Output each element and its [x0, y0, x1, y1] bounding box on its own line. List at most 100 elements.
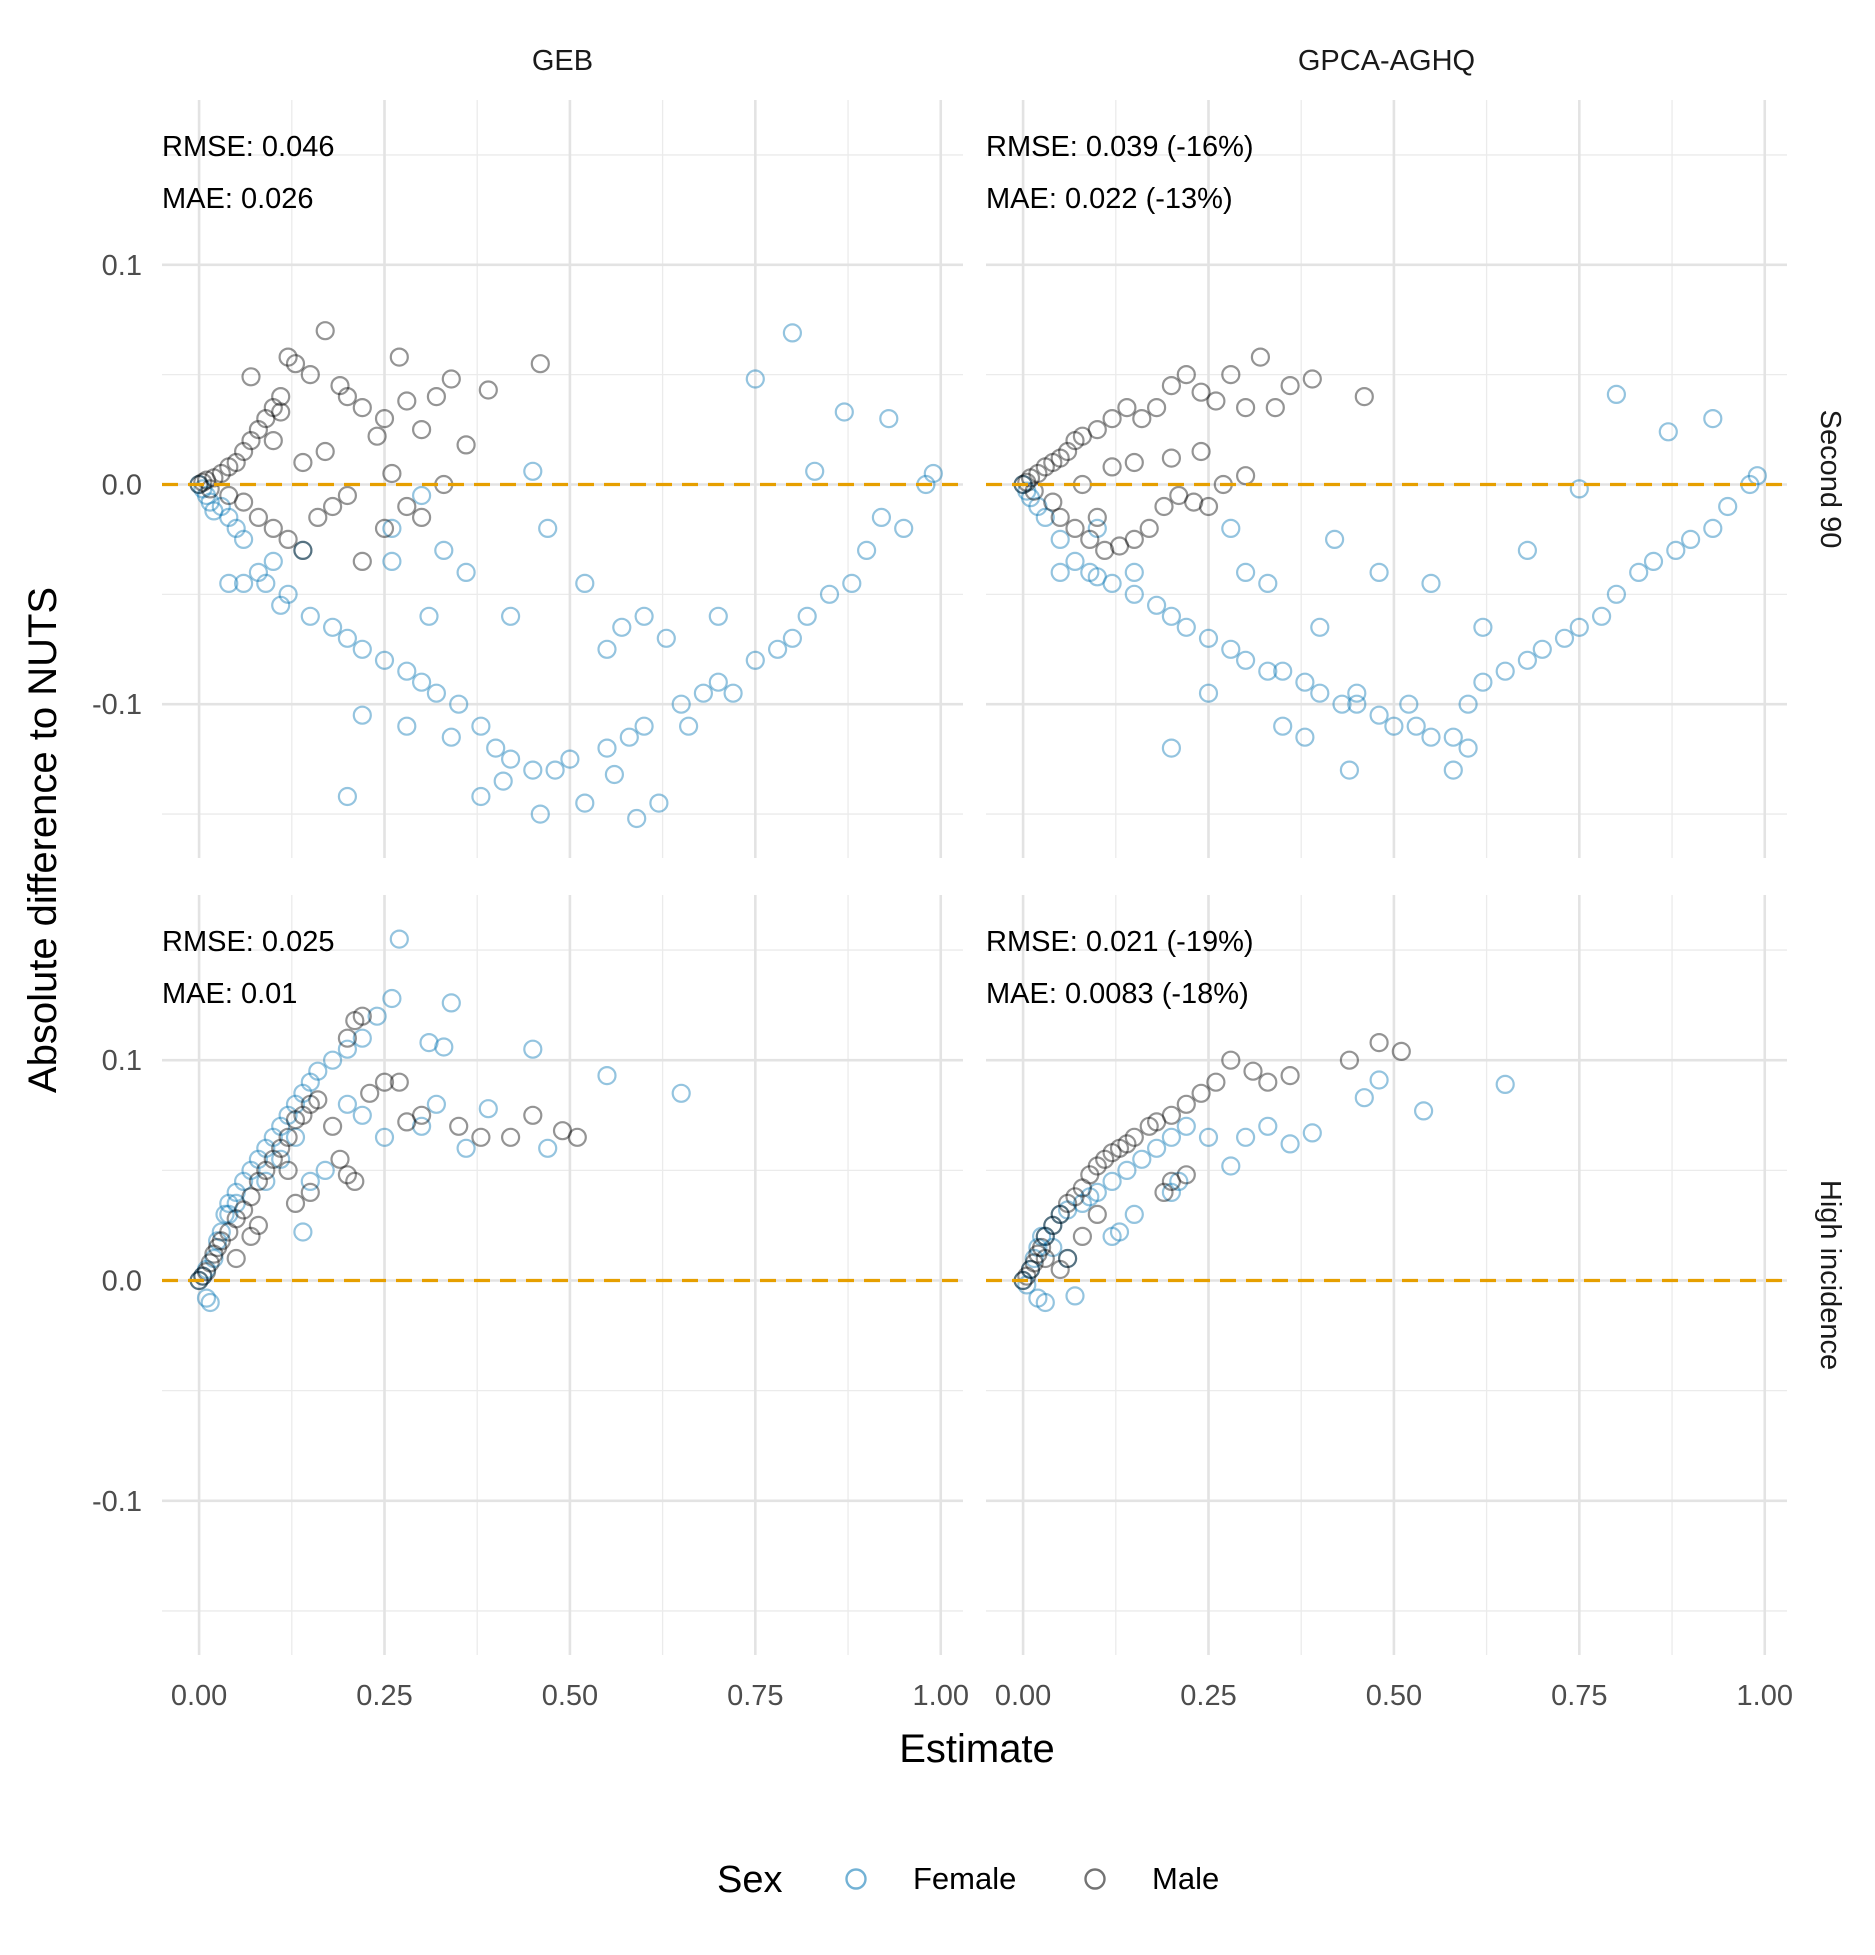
data-point-male [323, 1116, 343, 1136]
data-point-female [1020, 1259, 1041, 1280]
data-point-male [200, 1253, 220, 1273]
data-point-male [196, 470, 217, 490]
data-point-male [1139, 518, 1159, 539]
data-point-female [1421, 727, 1441, 747]
data-point-female [196, 1259, 217, 1280]
panel-geb-high-incidence: RMSE: 0.025 MAE: 0.01 [162, 895, 963, 1655]
data-point-female [300, 1072, 320, 1092]
data-point-male [256, 1160, 276, 1181]
panel-annotation: MAE: 0.022 (-13%) [986, 183, 1233, 215]
data-point-male [478, 380, 498, 400]
data-point-female [300, 606, 320, 626]
data-point-female [382, 518, 402, 539]
data-point-male [360, 1083, 380, 1103]
data-point-female [1161, 1127, 1182, 1147]
data-point-male [1087, 420, 1107, 440]
data-point-female [1102, 1226, 1122, 1247]
data-point-male [345, 1010, 365, 1031]
data-point-female [745, 369, 765, 389]
data-point-male [523, 1105, 543, 1125]
data-point-male [1132, 409, 1152, 429]
panel-annotation: RMSE: 0.025 [162, 926, 334, 958]
data-point-male [1065, 1187, 1085, 1207]
data-point-female [1310, 683, 1330, 703]
data-point-female [196, 1288, 217, 1308]
data-point-female [597, 738, 617, 758]
data-point-female [315, 1160, 335, 1181]
data-point-female [1146, 1138, 1167, 1158]
data-point-female [1050, 529, 1070, 550]
data-point-female [293, 1083, 313, 1103]
data-point-male [1102, 457, 1122, 477]
data-point-female [263, 1127, 283, 1147]
data-point-male [1057, 441, 1078, 462]
data-point-female [271, 595, 291, 615]
data-point-male [300, 1182, 320, 1203]
data-point-female [412, 672, 432, 692]
data-point-male [1017, 472, 1037, 492]
data-point-female [1221, 1156, 1241, 1176]
data-point-female [193, 479, 213, 499]
data-point-male [1065, 431, 1085, 451]
data-point-female [1109, 1222, 1130, 1242]
data-point-male [1302, 369, 1322, 389]
data-point-male [200, 479, 220, 499]
data-point-female [419, 606, 439, 626]
data-point-female [1310, 617, 1330, 637]
data-point-female [256, 1138, 276, 1158]
data-point-male [330, 1149, 350, 1169]
y-axis-title: Absolute difference to NUTS [21, 587, 65, 1093]
data-point-female [1369, 705, 1389, 725]
data-point-male [456, 435, 476, 455]
data-point-male [397, 496, 417, 517]
data-point-male [1095, 1149, 1115, 1169]
data-point-male [1139, 1116, 1159, 1136]
x-tick-label: 1.00 [913, 1680, 969, 1712]
panel-gpca-aghq-second-90: RMSE: 0.039 (-16%) MAE: 0.022 (-13%) [986, 100, 1787, 858]
data-point-female [1273, 716, 1293, 736]
data-point-female [1124, 562, 1144, 583]
data-point-male [208, 1237, 228, 1258]
data-point-female [530, 804, 550, 824]
data-point-female [196, 485, 217, 506]
data-point-male [226, 452, 246, 473]
data-point-female [1347, 683, 1367, 703]
data-point-female [767, 639, 788, 659]
data-point-female [1087, 1182, 1107, 1203]
data-point-female [219, 1204, 239, 1225]
data-point-female [308, 1061, 328, 1081]
data-point-female [538, 518, 558, 539]
data-point-female [486, 738, 506, 758]
data-point-male [1280, 1065, 1300, 1086]
data-point-male [248, 420, 268, 440]
data-point-female [1169, 1171, 1189, 1192]
data-point-male [308, 507, 328, 528]
data-point-male [1080, 1165, 1100, 1185]
data-point-female [1369, 562, 1389, 583]
data-point-male [471, 1127, 491, 1147]
data-point-male [1235, 466, 1256, 486]
data-point-female [1495, 1074, 1515, 1095]
data-point-female [1413, 1101, 1434, 1121]
data-point-male [1191, 382, 1211, 402]
data-point-male [552, 1121, 573, 1141]
data-point-female [412, 1116, 432, 1136]
data-point-male [412, 507, 432, 528]
data-point-female [1384, 716, 1404, 736]
data-point-male [323, 496, 343, 517]
y-tick-label: 0.1 [102, 1045, 142, 1077]
data-point-male [1102, 1143, 1122, 1163]
x-tick-label: 0.75 [1551, 1680, 1607, 1712]
data-point-male [248, 507, 268, 528]
data-point-female [597, 639, 617, 659]
data-point-male [219, 457, 239, 477]
data-point-female [538, 1138, 558, 1158]
data-point-male [219, 1222, 239, 1242]
data-point-female [226, 518, 246, 539]
data-point-male [1057, 1193, 1078, 1214]
data-point-male [1095, 540, 1115, 561]
panel-annotation: MAE: 0.0083 (-18%) [986, 978, 1249, 1010]
data-point-male [1154, 496, 1174, 517]
data-point-female [337, 1094, 357, 1114]
